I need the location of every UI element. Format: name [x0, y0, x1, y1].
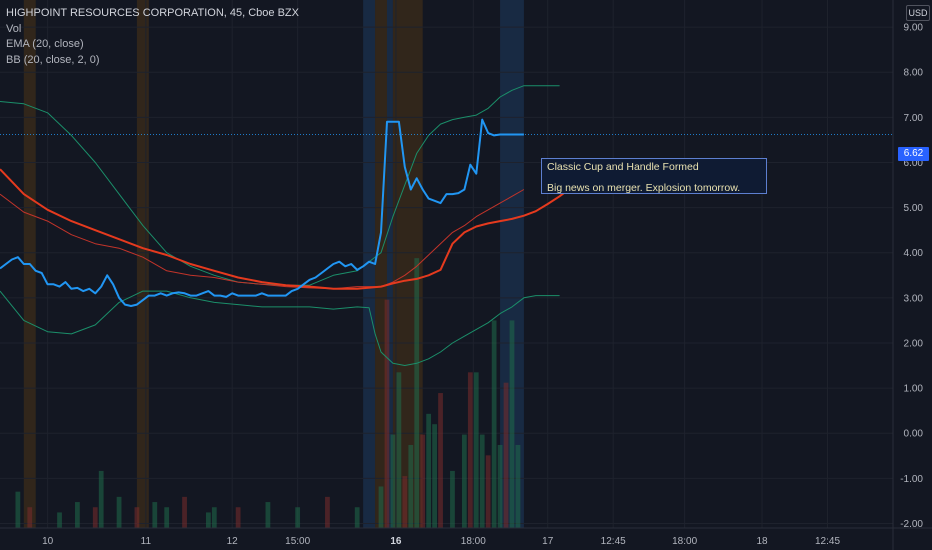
time-tick-label: 18 — [756, 536, 768, 547]
volume-bar — [182, 496, 187, 528]
volume-bar — [479, 434, 485, 528]
volume-bar — [57, 512, 62, 528]
volume-bar — [390, 434, 396, 528]
time-tick-label: 12:45 — [815, 536, 840, 547]
volume-bar — [503, 382, 509, 528]
volume-bar — [515, 444, 521, 528]
volume-bar — [378, 486, 384, 528]
price-tick-label: 4.00 — [904, 248, 924, 259]
time-tick-label: 16 — [390, 536, 402, 547]
session-band — [363, 0, 376, 528]
volume-bar — [426, 413, 432, 528]
volume-bar — [211, 507, 217, 528]
ema-line — [0, 168, 573, 290]
bb-basis-line — [0, 189, 525, 290]
volume-bar — [467, 372, 473, 528]
time-tick-label: 12:45 — [601, 536, 626, 547]
price-tick-label: 0.00 — [904, 429, 924, 440]
bb-lower-line — [0, 290, 560, 366]
volume-bar — [497, 444, 503, 528]
volume-bar — [205, 512, 211, 528]
bb-upper-line — [0, 85, 560, 286]
volume-bar — [420, 434, 426, 528]
time-tick-label: 10 — [42, 536, 54, 547]
volume-bars — [15, 258, 521, 528]
price-tick-label: 9.00 — [904, 23, 924, 34]
chart-series — [0, 85, 893, 366]
volume-bar — [402, 476, 408, 528]
volume-bar — [408, 444, 414, 528]
volume-bar — [485, 455, 491, 528]
volume-bar — [450, 470, 455, 528]
volume-bar — [325, 496, 330, 528]
volume-bar — [354, 507, 360, 528]
price-line — [0, 118, 524, 307]
session-band — [386, 0, 393, 528]
volume-bar — [461, 434, 467, 528]
volume-bar — [164, 507, 170, 528]
price-tick-label: 1.00 — [904, 384, 924, 395]
volume-bar — [295, 507, 301, 528]
grid-lines — [0, 0, 893, 528]
price-tick-label: -1.00 — [900, 474, 923, 485]
session-band — [375, 0, 387, 528]
time-tick-label: 11 — [141, 536, 152, 547]
volume-bar — [396, 372, 402, 528]
time-tick-label: 15:00 — [285, 536, 310, 547]
volume-bar — [152, 502, 158, 528]
volume-bar — [92, 507, 98, 528]
volume-bar — [27, 507, 33, 528]
currency-label[interactable]: USD — [906, 5, 930, 21]
annotation-line-1: Classic Cup and Handle Formed — [547, 161, 699, 173]
volume-bar — [438, 393, 443, 528]
price-tick-label: 8.00 — [904, 68, 924, 79]
session-highlights — [23, 0, 524, 528]
volume-bar — [134, 507, 140, 528]
price-tick-label: 7.00 — [904, 113, 924, 124]
annotation-line-2: Big news on merger. Explosion tomorrow. — [547, 182, 741, 194]
volume-bar — [432, 424, 437, 528]
volume-bar — [509, 320, 515, 528]
volume-bar — [384, 299, 390, 528]
price-tick-label: -2.00 — [900, 519, 923, 530]
volume-bar — [75, 502, 80, 528]
volume-bar — [98, 470, 104, 528]
time-tick-label: 18:00 — [672, 536, 697, 547]
price-tick-label: 3.00 — [904, 293, 924, 304]
volume-bar — [491, 320, 497, 528]
volume-bar — [15, 491, 21, 528]
volume-bar — [473, 372, 479, 528]
time-tick-label: 17 — [542, 536, 554, 547]
last-price-tag: 6.62 — [898, 147, 929, 161]
price-tick-label: 5.00 — [904, 203, 924, 214]
volume-bar — [235, 507, 241, 528]
price-tick-label: 6.00 — [904, 158, 924, 169]
volume-bar — [414, 258, 420, 528]
volume-bar — [116, 496, 122, 528]
time-tick-label: 18:00 — [461, 536, 486, 547]
volume-bar — [265, 502, 271, 528]
price-axis[interactable]: 9.00 8.00 7.00 6.00 5.00 4.00 3.00 2.00 1.00 0.00… — [892, 0, 924, 550]
session-band — [136, 0, 149, 528]
price-tick-label: 2.00 — [904, 338, 924, 349]
time-tick-label: 12 — [227, 536, 239, 547]
time-axis[interactable]: 10 11 12 15:00 16 18:00 17 12:45 18:00 18 12:45 — [0, 527, 932, 547]
annotation-note[interactable]: Classic Cup and Handle Formed Big news o… — [541, 158, 767, 194]
